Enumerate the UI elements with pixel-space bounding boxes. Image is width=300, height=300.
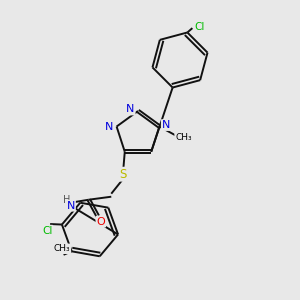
Text: CH₃: CH₃ xyxy=(54,244,70,253)
Text: N: N xyxy=(162,120,170,130)
Text: N: N xyxy=(105,122,113,131)
Text: CH₃: CH₃ xyxy=(175,134,192,142)
Text: S: S xyxy=(120,168,127,181)
Text: Cl: Cl xyxy=(195,22,205,32)
Text: N: N xyxy=(67,201,75,211)
Text: O: O xyxy=(96,217,105,226)
Text: H: H xyxy=(63,195,70,205)
Text: N: N xyxy=(126,104,135,115)
Text: Cl: Cl xyxy=(42,226,52,236)
